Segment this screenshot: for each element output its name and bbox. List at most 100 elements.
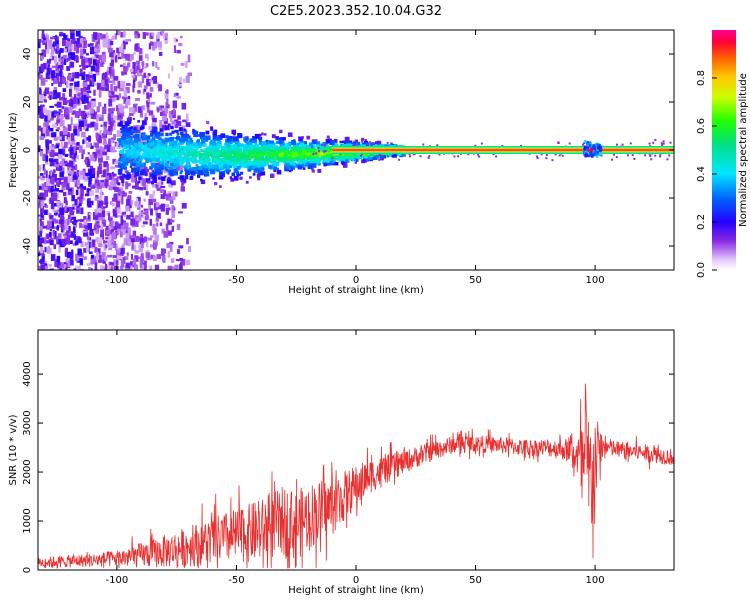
heatmap-cell bbox=[144, 112, 147, 117]
heatmap-cell bbox=[315, 150, 320, 155]
heatmap-cell bbox=[58, 189, 64, 193]
heatmap-cell bbox=[668, 154, 671, 157]
heatmap-cell bbox=[68, 54, 71, 61]
heatmap-cell bbox=[53, 94, 58, 100]
heatmap-cell bbox=[69, 30, 75, 33]
heatmap-cell bbox=[162, 156, 166, 160]
heatmap-cell bbox=[329, 154, 334, 158]
heatmap-cell bbox=[114, 243, 118, 251]
heatmap-cell bbox=[149, 173, 154, 178]
heatmap-cell bbox=[71, 187, 75, 195]
heatmap-cell bbox=[60, 228, 64, 233]
heatmap-cell bbox=[142, 32, 146, 39]
heatmap-cell bbox=[319, 150, 323, 153]
heatmap-cell bbox=[173, 119, 179, 123]
heatmap-cell bbox=[150, 181, 155, 185]
heatmap-cell bbox=[45, 63, 49, 70]
heatmap-cell bbox=[49, 268, 55, 270]
heatmap-cell bbox=[157, 37, 160, 43]
heatmap-cell bbox=[467, 153, 470, 156]
heatmap-cell bbox=[238, 164, 243, 168]
heatmap-cell bbox=[112, 158, 117, 165]
heatmap-cell bbox=[148, 198, 154, 205]
heatmap-cell bbox=[134, 145, 139, 150]
heatmap-cell bbox=[662, 142, 665, 145]
heatmap-cell bbox=[159, 144, 164, 149]
heatmap-cell bbox=[181, 133, 187, 139]
heatmap-cell bbox=[117, 108, 122, 115]
heatmap-cell bbox=[114, 206, 117, 211]
heatmap-cell bbox=[38, 235, 41, 241]
heatmap-cell bbox=[141, 61, 145, 66]
heatmap-cell bbox=[110, 220, 114, 228]
heatmap-cell bbox=[91, 100, 96, 108]
heatmap-cell bbox=[97, 216, 101, 224]
heatmap-cell bbox=[296, 147, 301, 153]
heatmap-cell bbox=[305, 160, 308, 163]
heatmap-cell bbox=[109, 62, 114, 67]
heatmap-cell bbox=[390, 142, 393, 145]
heatmap-cell bbox=[178, 211, 183, 214]
heatmap-cell bbox=[58, 61, 63, 65]
heatmap-cell bbox=[172, 191, 176, 200]
heatmap-cell bbox=[264, 133, 267, 136]
heatmap-cell bbox=[136, 60, 140, 65]
heatmap-cell bbox=[213, 145, 217, 149]
heatmap-cell bbox=[150, 143, 155, 151]
heatmap-cell bbox=[332, 162, 335, 166]
heatmap-cell bbox=[134, 201, 138, 206]
heatmap-cell bbox=[179, 139, 182, 142]
heatmap-cell bbox=[149, 166, 153, 170]
heatmap-cell bbox=[71, 145, 76, 153]
heatmap-cell bbox=[73, 233, 77, 240]
heatmap-cell bbox=[44, 40, 50, 43]
heatmap-cell bbox=[59, 181, 64, 185]
heatmap-cell bbox=[156, 172, 159, 175]
heatmap-cell bbox=[73, 126, 77, 132]
heatmap-cell bbox=[80, 54, 83, 59]
heatmap-cell bbox=[162, 113, 168, 122]
heatmap-cell bbox=[111, 232, 117, 240]
heatmap-cell bbox=[71, 162, 75, 170]
heatmap-cell bbox=[102, 206, 107, 209]
heatmap-cell bbox=[40, 245, 44, 254]
colorbar: 0.00.20.40.60.8 Normalized spectral ampl… bbox=[696, 30, 749, 278]
heatmap-cell bbox=[298, 136, 304, 142]
heatmap-cell bbox=[189, 167, 193, 172]
heatmap-cell bbox=[138, 177, 142, 180]
heatmap-cell bbox=[75, 265, 80, 269]
heatmap-cell bbox=[165, 207, 169, 215]
heatmap-cell bbox=[127, 195, 132, 200]
heatmap-cell bbox=[53, 110, 58, 114]
heatmap-cell bbox=[317, 150, 320, 153]
heatmap-cell bbox=[89, 154, 94, 162]
heatmap-cell bbox=[615, 143, 618, 146]
heatmap-cell bbox=[94, 222, 100, 229]
heatmap-cell bbox=[132, 258, 137, 265]
heatmap-cell bbox=[108, 108, 112, 111]
heatmap-cell bbox=[225, 155, 230, 159]
heatmap-cell bbox=[121, 180, 125, 187]
heatmap-cell bbox=[56, 255, 61, 262]
heatmap-cell bbox=[171, 225, 175, 232]
heatmap-cell bbox=[189, 146, 194, 151]
heatmap-cell bbox=[176, 133, 180, 136]
heatmap-cell bbox=[195, 147, 199, 151]
heatmap-cell bbox=[134, 171, 140, 177]
heatmap-cell bbox=[133, 127, 137, 131]
heatmap-cell bbox=[116, 177, 119, 185]
heatmap-cell bbox=[43, 168, 46, 176]
heatmap-cell bbox=[265, 139, 268, 143]
heatmap-cell bbox=[328, 151, 331, 155]
heatmap-cell bbox=[83, 232, 89, 237]
heatmap-cell bbox=[51, 47, 55, 55]
heatmap-cell bbox=[137, 155, 142, 160]
heatmap-cell bbox=[94, 54, 99, 59]
heatmap-cell bbox=[120, 247, 125, 255]
heatmap-cell bbox=[43, 96, 47, 103]
heatmap-cell bbox=[218, 160, 221, 164]
heatmap-cell bbox=[100, 189, 103, 198]
heatmap-cell bbox=[131, 167, 136, 173]
heatmap-cell bbox=[59, 131, 65, 138]
